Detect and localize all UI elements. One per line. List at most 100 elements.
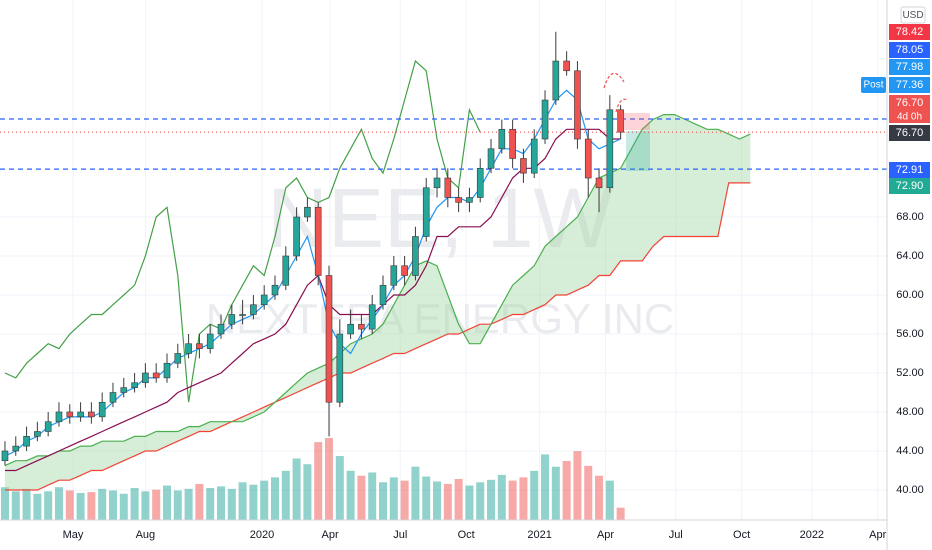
price-label-box bbox=[889, 24, 930, 40]
volume-bar bbox=[303, 464, 312, 520]
candle-body bbox=[152, 372, 160, 379]
candle-body bbox=[336, 333, 344, 403]
candle-body bbox=[379, 284, 387, 306]
price-label-box bbox=[889, 77, 930, 93]
x-tick-label: 2022 bbox=[800, 529, 824, 541]
price-label: 77.36 bbox=[896, 79, 924, 91]
volume-bar bbox=[497, 474, 506, 520]
candle-body bbox=[174, 353, 182, 364]
candle-body bbox=[131, 382, 138, 388]
volume-bar bbox=[184, 488, 193, 520]
candle-body bbox=[314, 206, 322, 276]
candle-body bbox=[347, 323, 354, 335]
candle-body bbox=[617, 109, 624, 133]
forecast-arc bbox=[603, 72, 625, 89]
volume-bar bbox=[595, 475, 604, 520]
y-tick-label: 68.00 bbox=[896, 211, 924, 223]
candle-body bbox=[282, 255, 290, 286]
price-tag-box bbox=[861, 77, 886, 93]
candle-body bbox=[530, 138, 538, 174]
volume-bar bbox=[54, 487, 63, 520]
candle-body bbox=[142, 372, 149, 384]
volume-bar bbox=[357, 475, 366, 520]
x-tick-label: Apr bbox=[597, 529, 614, 541]
candle-body bbox=[34, 431, 41, 437]
candle-body bbox=[574, 70, 581, 140]
volume-bar bbox=[162, 485, 171, 520]
volume-bar bbox=[476, 482, 485, 520]
volume-bar bbox=[173, 490, 182, 520]
volume-bar bbox=[605, 480, 614, 520]
volume-bar bbox=[400, 480, 409, 520]
volume-bar bbox=[616, 507, 625, 520]
candle-body bbox=[584, 138, 592, 179]
candle-body bbox=[520, 158, 527, 174]
volume-bar bbox=[33, 493, 42, 520]
price-label: 72.91 bbox=[896, 164, 924, 176]
volume-bar bbox=[389, 477, 398, 520]
y-tick-label: 56.00 bbox=[896, 328, 924, 340]
volume-bar bbox=[227, 488, 236, 520]
y-tick-label: 52.00 bbox=[896, 367, 924, 379]
price-label-box bbox=[889, 109, 930, 123]
indicator-line bbox=[5, 128, 621, 472]
candle-body bbox=[368, 304, 376, 330]
candle-body bbox=[541, 99, 549, 140]
volume-bar bbox=[65, 490, 74, 520]
x-tick-label: 2021 bbox=[527, 529, 551, 541]
candle-body bbox=[120, 387, 128, 393]
candle-body bbox=[217, 323, 225, 335]
stop-zone bbox=[626, 131, 650, 171]
price-label-box bbox=[889, 59, 930, 75]
volume-bar bbox=[530, 470, 539, 520]
x-tick-label: Oct bbox=[733, 529, 750, 541]
x-tick-label: Aug bbox=[136, 529, 156, 541]
candle-body bbox=[55, 411, 63, 423]
candle-body bbox=[563, 60, 570, 72]
candle-body bbox=[228, 314, 236, 325]
volume-bar bbox=[44, 491, 53, 520]
volume-bar bbox=[260, 480, 269, 520]
time-axis bbox=[0, 520, 887, 550]
volume-bar bbox=[130, 488, 139, 520]
volume-bar bbox=[368, 472, 377, 520]
x-tick-label: May bbox=[63, 529, 84, 541]
candle-body bbox=[487, 148, 495, 169]
candle-body bbox=[595, 177, 603, 189]
volume-bar bbox=[411, 466, 420, 520]
volume-bar bbox=[541, 454, 550, 520]
candle-body bbox=[206, 333, 214, 349]
candle-body bbox=[476, 167, 484, 198]
volume-bar bbox=[22, 488, 31, 520]
price-label: 76.70 bbox=[896, 97, 924, 109]
price-label-box bbox=[889, 125, 930, 141]
y-tick-label: 64.00 bbox=[896, 250, 924, 262]
forecast-arc bbox=[615, 98, 629, 113]
y-tick-label: 40.00 bbox=[896, 484, 924, 496]
volume-bar bbox=[238, 482, 247, 520]
candle-body bbox=[606, 109, 614, 189]
volume-bar bbox=[433, 481, 442, 520]
candle-body bbox=[466, 197, 473, 203]
volume-bar bbox=[206, 488, 215, 520]
candle-body bbox=[260, 294, 268, 306]
volume-bar bbox=[584, 465, 593, 520]
price-label: 78.42 bbox=[896, 26, 924, 38]
volume-bar bbox=[465, 485, 474, 520]
volume-bar bbox=[346, 470, 355, 520]
candle-body bbox=[271, 284, 279, 296]
candle-body bbox=[422, 187, 430, 237]
volume-bar bbox=[573, 451, 582, 520]
price-label-box bbox=[889, 42, 930, 58]
volume-bar bbox=[281, 470, 290, 520]
candle-body bbox=[196, 343, 203, 349]
candle-body bbox=[109, 392, 117, 403]
candle-body bbox=[66, 411, 74, 418]
indicator-line bbox=[5, 182, 751, 491]
volume-bar bbox=[76, 492, 85, 520]
candle-body bbox=[88, 411, 95, 418]
volume-bar bbox=[249, 484, 258, 520]
candle-body bbox=[1, 450, 9, 462]
